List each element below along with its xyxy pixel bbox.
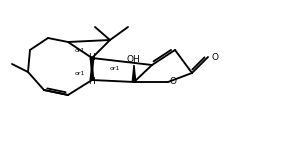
Text: H: H [89,77,95,86]
Text: H: H [89,53,95,62]
Polygon shape [90,63,94,80]
Text: O: O [212,53,219,62]
Text: OH: OH [126,55,140,64]
Text: or1: or1 [75,70,85,75]
Polygon shape [90,58,94,75]
Text: O: O [170,77,177,86]
Text: or1: or1 [110,66,120,70]
Polygon shape [132,65,136,82]
Text: or1: or1 [75,48,85,53]
